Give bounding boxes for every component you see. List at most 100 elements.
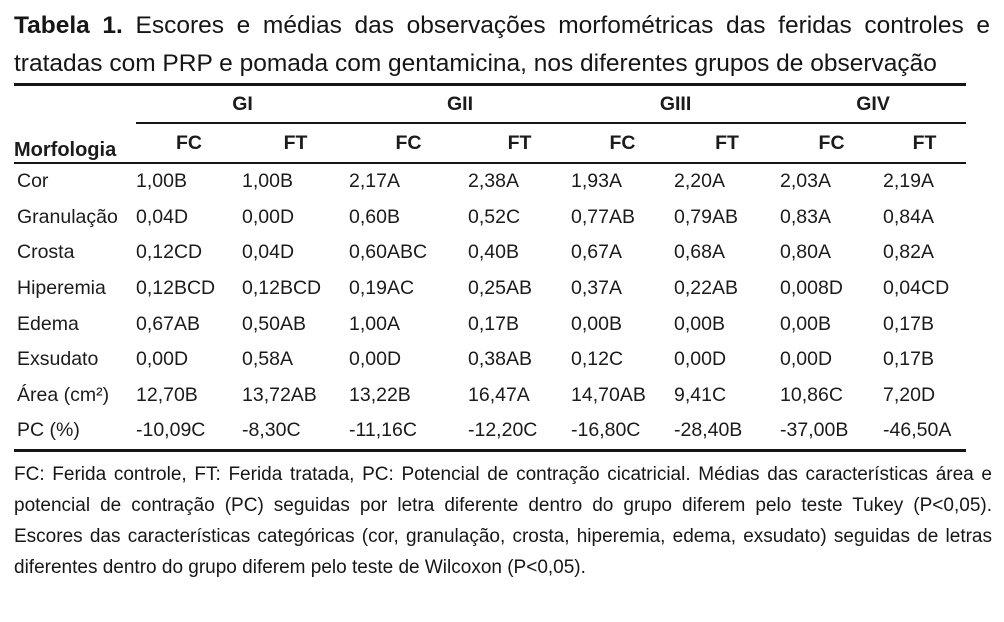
cell: 0,22AB	[674, 277, 738, 300]
row-label: Área (cm²)	[17, 383, 110, 406]
cell: 0,00D	[349, 348, 402, 371]
group-header-giv: GIV	[780, 84, 967, 124]
cell: -28,40B	[674, 419, 743, 442]
row-label: Granulação	[17, 205, 118, 228]
group-header-gii: GII	[349, 84, 572, 124]
cell: 0,008D	[780, 277, 843, 300]
cell: 0,04CD	[883, 277, 950, 300]
cell: 0,82A	[883, 241, 934, 264]
cell: 0,37A	[571, 277, 622, 300]
cell: 0,83A	[780, 205, 831, 228]
sub-header-giv-ft: FT	[883, 123, 967, 164]
table-row-pc: PC (%) -10,09C -8,30C -11,16C -12,20C -1…	[14, 413, 966, 450]
cell: 2,20A	[674, 170, 725, 193]
sub-header-gii-fc: FC	[349, 123, 468, 164]
sub-header-gi-fc: FC	[136, 123, 242, 164]
cell: 0,80A	[780, 241, 831, 264]
table-caption: Tabela 1. Escores e médias das observaçõ…	[14, 7, 990, 83]
cell: 0,25AB	[468, 277, 532, 300]
cell: 0,00B	[780, 312, 831, 335]
cell: -37,00B	[780, 419, 849, 442]
sub-header-gi-ft: FT	[242, 123, 349, 164]
cell: 9,41C	[674, 383, 727, 406]
cell: 14,70AB	[571, 383, 646, 406]
cell: 0,58A	[242, 348, 293, 371]
cell: 0,00B	[674, 312, 725, 335]
cell: 0,00B	[571, 312, 622, 335]
group-header-gi: GI	[136, 84, 349, 124]
row-label: Crosta	[17, 241, 75, 264]
cell: 0,12CD	[136, 241, 203, 264]
cell: 1,00B	[136, 170, 187, 193]
table-row-edema: Edema 0,67AB 0,50AB 1,00A 0,17B 0,00B 0,…	[14, 306, 966, 342]
cell: 1,00B	[242, 170, 293, 193]
cell: 0,84A	[883, 205, 934, 228]
cell: 0,52C	[468, 205, 521, 228]
cell: 7,20D	[883, 383, 936, 406]
cell: 12,70B	[136, 383, 198, 406]
table-row-exsudato: Exsudato 0,00D 0,58A 0,00D 0,38AB 0,12C …	[14, 342, 966, 378]
table-footnote: FC: Ferida controle, FT: Ferida tratada,…	[14, 463, 992, 578]
row-label: Exsudato	[17, 348, 99, 371]
cell: 0,17B	[883, 312, 934, 335]
cell: 0,19AC	[349, 277, 415, 300]
sub-header-gii-ft: FT	[468, 123, 572, 164]
table-row-granulacao: Granulação 0,04D 0,00D 0,60B 0,52C 0,77A…	[14, 200, 966, 236]
cell: 0,67A	[571, 241, 622, 264]
cell: 13,22B	[349, 383, 411, 406]
table-row-crosta: Crosta 0,12CD 0,04D 0,60ABC 0,40B 0,67A …	[14, 235, 966, 271]
table-row-hiperemia: Hiperemia 0,12BCD 0,12BCD 0,19AC 0,25AB …	[14, 271, 966, 307]
cell: 1,00A	[349, 312, 400, 335]
group-header-row: Morfologia GI GII GIII GIV	[14, 84, 967, 164]
cell: 0,17B	[468, 312, 519, 335]
cell: 0,12BCD	[136, 277, 216, 300]
row-label: PC (%)	[17, 419, 80, 442]
cell: -10,09C	[136, 419, 206, 442]
cell: -12,20C	[468, 419, 538, 442]
sub-header-giii-fc: FC	[571, 123, 675, 164]
table-row-cor: Cor 1,00B 1,00B 2,17A 2,38A 1,93A 2,20A …	[14, 163, 966, 200]
table-caption-number: Tabela 1.	[14, 12, 123, 39]
cell: 0,79AB	[674, 205, 738, 228]
cell: -8,30C	[242, 419, 301, 442]
row-label: Cor	[17, 170, 49, 193]
cell: 10,86C	[780, 383, 843, 406]
cell: 0,60ABC	[349, 241, 428, 264]
sub-header-giv-fc: FC	[780, 123, 884, 164]
cell: 13,72AB	[242, 383, 317, 406]
cell: 0,04D	[242, 241, 295, 264]
cell: 0,67AB	[136, 312, 200, 335]
cell: 0,50AB	[242, 312, 306, 335]
cell: 0,00D	[242, 205, 295, 228]
cell: 0,00D	[780, 348, 833, 371]
sub-header-giii-ft: FT	[674, 123, 781, 164]
cell: 0,68A	[674, 241, 725, 264]
cell: 1,93A	[571, 170, 622, 193]
cell: 0,77AB	[571, 205, 635, 228]
cell: 0,17B	[883, 348, 934, 371]
cell: 2,19A	[883, 170, 934, 193]
cell: 0,60B	[349, 205, 400, 228]
cell: 0,04D	[136, 205, 189, 228]
cell: -11,16C	[349, 419, 417, 442]
cell: 2,03A	[780, 170, 831, 193]
morphometry-table: Morfologia GI GII GIII GIV FC FT FC FT F…	[14, 83, 967, 452]
row-label: Edema	[17, 312, 79, 335]
cell: 2,17A	[349, 170, 400, 193]
cell: 0,12C	[571, 348, 624, 371]
cell: 0,38AB	[468, 348, 532, 371]
sub-header-row: FC FT FC FT FC FT FC FT	[14, 123, 967, 164]
cell: 2,38A	[468, 170, 519, 193]
cell: 0,00D	[674, 348, 727, 371]
cell: 16,47A	[468, 383, 530, 406]
row-label: Hiperemia	[17, 277, 106, 300]
cell: -16,80C	[571, 419, 641, 442]
table-caption-text: Escores e médias das observações morfomé…	[14, 12, 990, 77]
cell: 0,00D	[136, 348, 189, 371]
cell: 0,12BCD	[242, 277, 322, 300]
table-row-area: Área (cm²) 12,70B 13,72AB 13,22B 16,47A …	[14, 378, 966, 414]
group-header-giii: GIII	[571, 84, 781, 124]
cell: 0,40B	[468, 241, 519, 264]
column-header-morfologia: Morfologia	[14, 84, 136, 164]
